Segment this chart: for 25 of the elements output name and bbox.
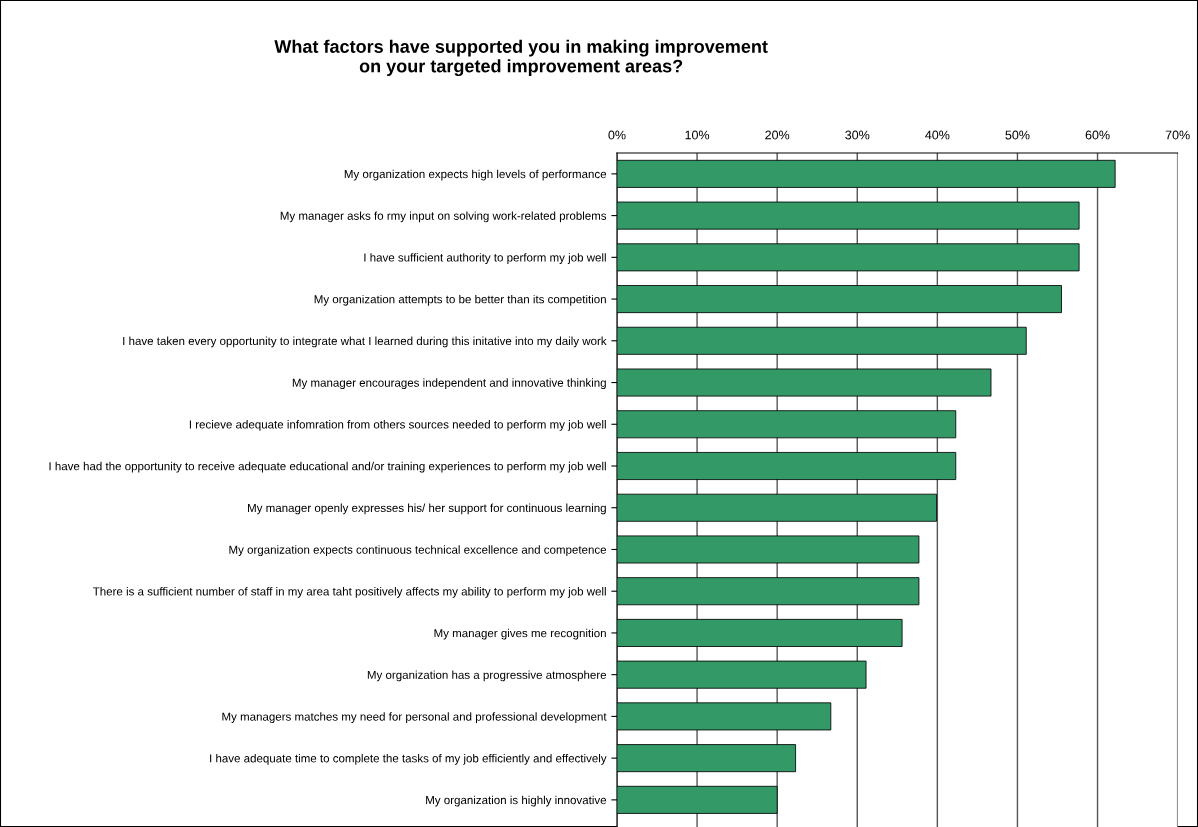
x-tick-label: 10% <box>685 130 710 140</box>
x-tick-label: 30% <box>845 130 870 140</box>
y-tick-label: I have adequate time to complete the tasks of my job efficiently and effectively <box>210 753 607 765</box>
y-tick-label: I have sufficient authority to perform my job well <box>364 253 606 264</box>
y-tick-label: My organization is highly innovative <box>426 795 607 807</box>
y-tick-label: My organization attempts to be better than its competition <box>314 294 606 306</box>
chart-title: What factors have supported you in making improvement on your targeted improvement areas? <box>274 39 768 77</box>
y-tick-label: My organization has a progressive atmosphere <box>367 670 607 682</box>
y-tick-label: There is a sufficient number of staff in my area taht positively affects my ability to perform my job well <box>92 587 606 598</box>
y-tick-label: My organization expects high levels of performance <box>344 169 607 181</box>
y-tick-label: I have had the opportunity to receive adequate educational and/or training experiences to perform my job well <box>49 461 606 473</box>
y-tick-label: My manager gives me recognition <box>434 628 606 640</box>
y-tick-label: My manager encourages independent and innovative thinking <box>292 378 606 390</box>
x-tick-label: 60% <box>1085 130 1110 140</box>
y-tick-label: I have taken every opportunity to integrate what I learned during this initative into my daily work <box>123 336 607 348</box>
y-tick-label: My manager asks fo rmy input on solving work-related problems <box>280 211 607 223</box>
x-tick-label: 20% <box>765 130 790 140</box>
y-tick-label: My manager openly expresses his/ her support for continuous learning <box>248 503 606 515</box>
y-tick-label: My managers matches my need for personal and professional development <box>222 712 607 723</box>
x-tick-label: 50% <box>1005 130 1030 140</box>
x-tick-label: 0% <box>608 130 626 140</box>
y-tick-label: I recieve adequate infomration from others sources needed to perform my job well <box>189 420 606 431</box>
y-tick-label: My organization expects continuous technical excellence and competence <box>229 545 607 557</box>
x-tick-label: 40% <box>925 130 950 140</box>
x-tick-label: 70% <box>1165 130 1190 140</box>
